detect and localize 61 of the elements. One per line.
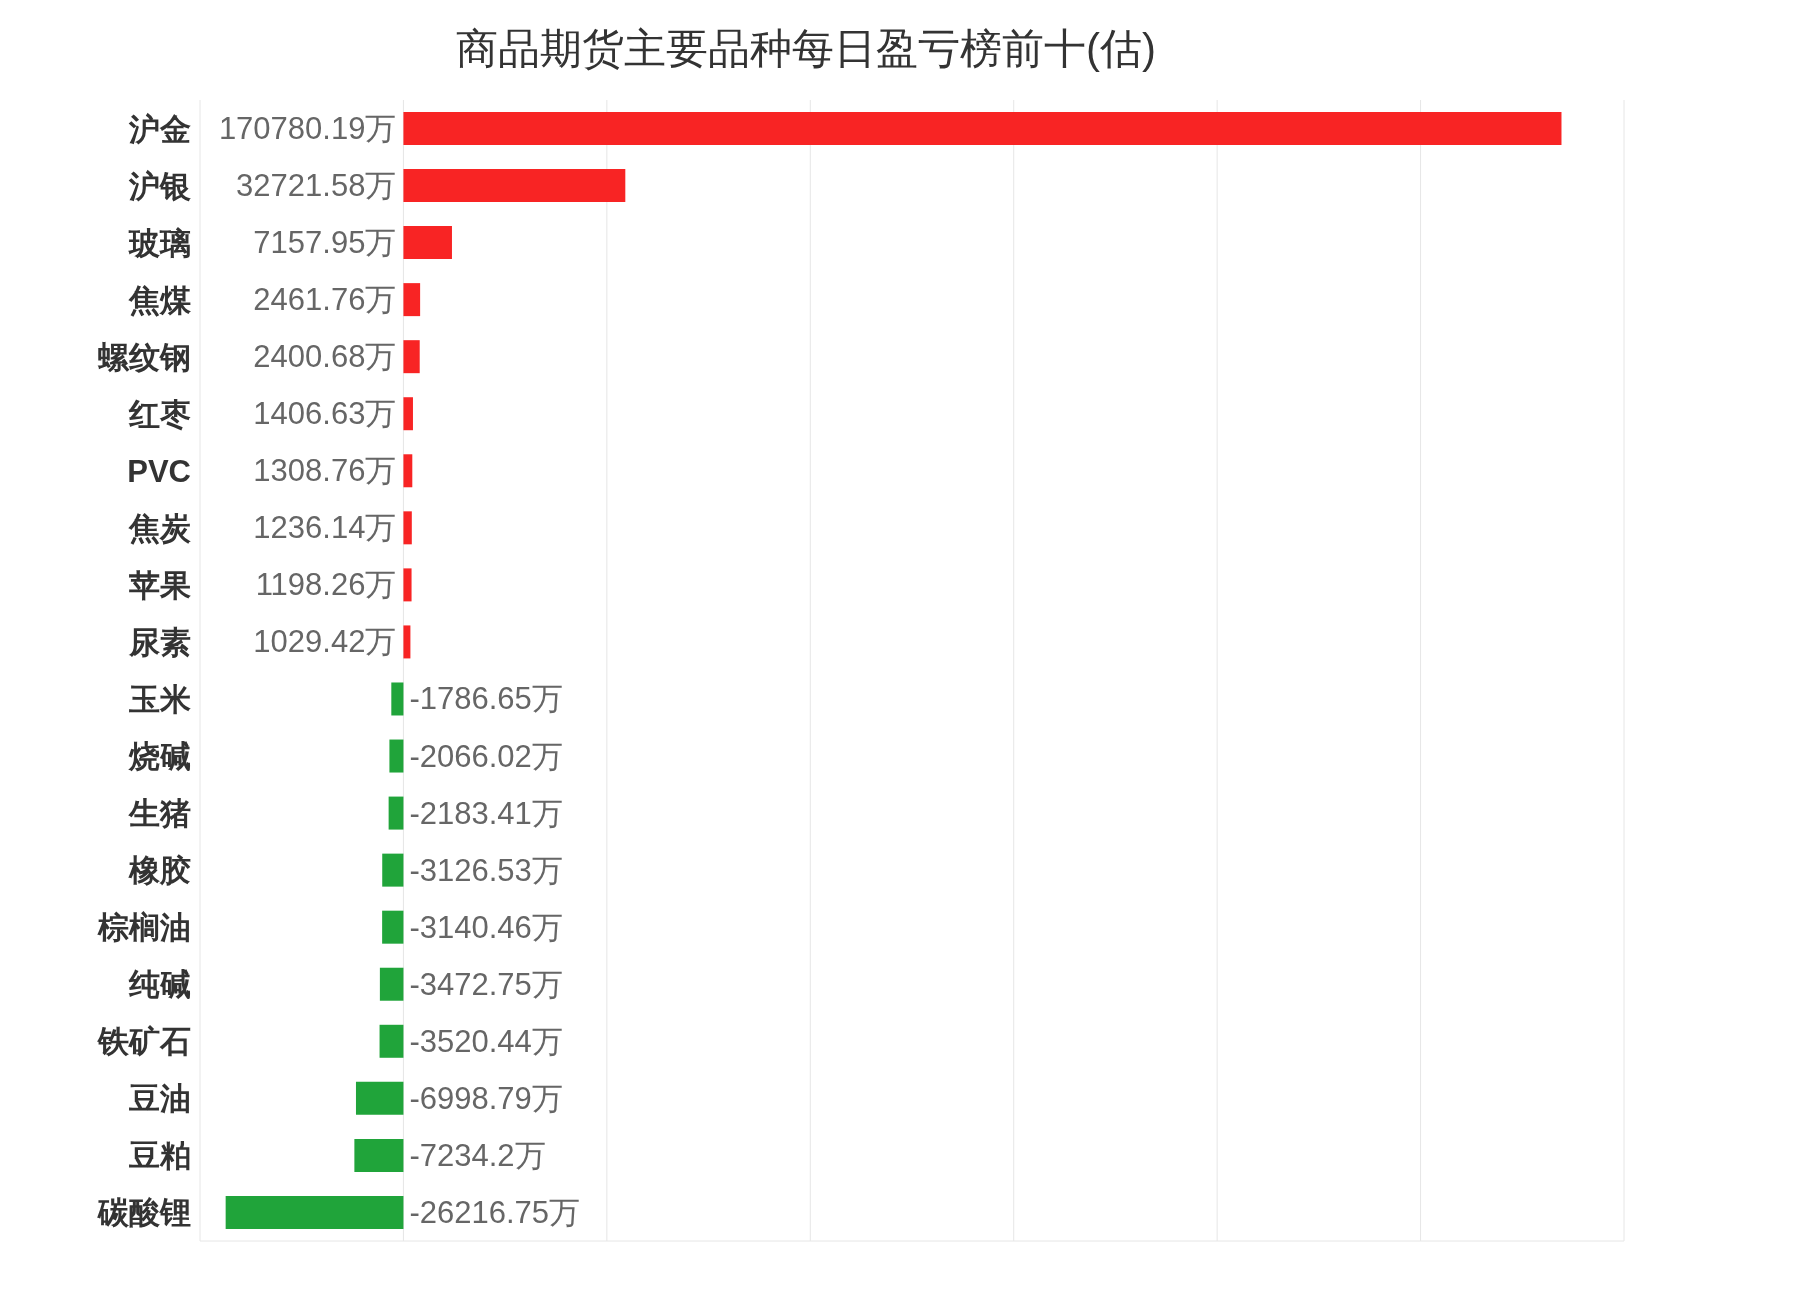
bar [403, 111, 1562, 145]
chart-title: 商品期货主要品种每日盈亏榜前十(估) [455, 25, 1157, 73]
data-label: -6998.79万 [409, 1080, 563, 1116]
bar [225, 1195, 404, 1229]
data-label: 1198.26万 [255, 567, 397, 603]
bar [382, 910, 404, 944]
data-label: 1236.14万 [253, 510, 397, 546]
bar [403, 511, 412, 545]
y-tick-label: 棕榈油 [97, 910, 191, 946]
bar [403, 283, 421, 317]
bar [403, 454, 413, 488]
y-tick-label: 烧碱 [128, 739, 191, 775]
bar [355, 1081, 404, 1115]
data-label: 170780.19万 [218, 110, 397, 146]
data-label: 2461.76万 [253, 282, 397, 318]
bar [403, 340, 420, 374]
y-tick-label: 豆油 [128, 1081, 191, 1117]
data-label: -3140.46万 [409, 909, 563, 945]
data-label: -2183.41万 [409, 795, 563, 831]
data-label: -3126.53万 [409, 852, 563, 888]
data-label: 1029.42万 [253, 624, 397, 660]
data-label: -3520.44万 [409, 1023, 563, 1059]
bar [388, 796, 404, 830]
data-label: -7234.2万 [409, 1137, 546, 1173]
y-tick-label: 碳酸锂 [97, 1195, 191, 1231]
data-label: -1786.65万 [409, 681, 563, 717]
y-tick-label: PVC [127, 453, 191, 489]
y-tick-label: 沪银 [128, 168, 191, 204]
bar [389, 739, 404, 773]
bar [403, 169, 626, 203]
y-tick-label: 玉米 [128, 682, 191, 718]
y-tick-label: 沪金 [128, 111, 191, 147]
y-tick-label: 红枣 [128, 396, 191, 432]
bar [403, 568, 412, 602]
data-label: 7157.95万 [253, 225, 397, 261]
y-tick-label: 铁矿石 [97, 1024, 191, 1060]
bar [354, 1138, 404, 1172]
bar [403, 397, 413, 431]
data-label: 1308.76万 [253, 453, 397, 489]
bar [382, 853, 404, 887]
y-tick-label: 玻璃 [128, 225, 191, 261]
y-tick-label: 生猪 [128, 796, 191, 832]
data-label: -2066.02万 [409, 738, 563, 774]
y-tick-label: 豆粕 [128, 1138, 191, 1174]
bar [379, 1024, 404, 1058]
bar [391, 682, 404, 716]
y-tick-label: 苹果 [128, 567, 191, 603]
y-tick-label: 尿素 [128, 624, 191, 660]
y-tick-label: 焦煤 [128, 282, 191, 318]
bar [403, 625, 411, 659]
data-label: -3472.75万 [409, 966, 563, 1002]
bar [403, 226, 452, 260]
y-tick-label: 橡胶 [128, 853, 191, 889]
bar [379, 967, 404, 1001]
data-label: -26216.75万 [409, 1194, 581, 1230]
y-tick-label: 纯碱 [128, 967, 191, 1003]
y-tick-label: 螺纹钢 [97, 339, 191, 375]
data-label: 32721.58万 [236, 168, 397, 204]
data-label: 1406.63万 [253, 396, 397, 432]
data-label: 2400.68万 [253, 339, 397, 375]
y-tick-label: 焦炭 [128, 510, 191, 546]
